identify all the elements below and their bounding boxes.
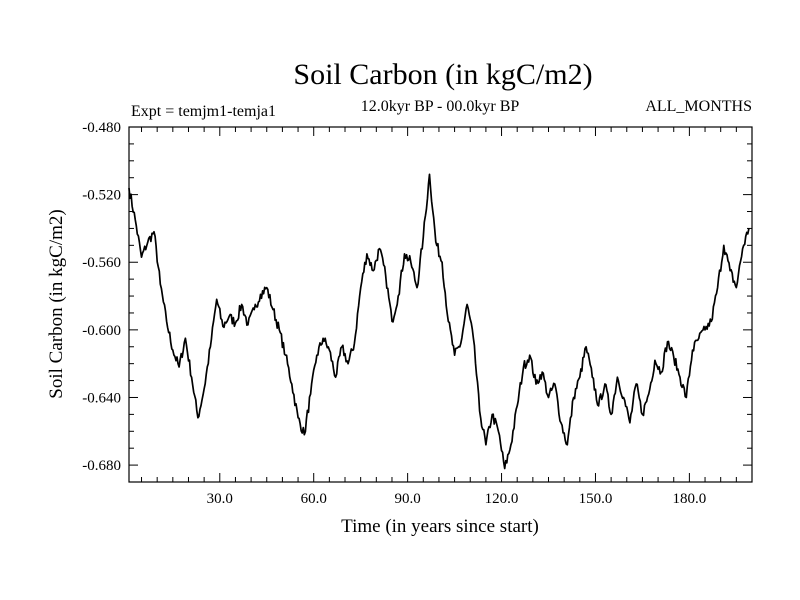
- y-tick-label: -0.680: [82, 458, 121, 474]
- plot-frame: [128, 126, 753, 483]
- x-tick-label: 150.0: [579, 491, 613, 507]
- x-tick-label: 30.0: [207, 491, 233, 507]
- chart-title: Soil Carbon (in kgC/m2): [293, 58, 592, 91]
- ticks-layer: [129, 126, 752, 483]
- x-tick-labels: 30.0 60.0 90.0 120.0 150.0 180.0: [207, 491, 707, 507]
- subtitle-right: ALL_MONTHS: [645, 98, 752, 115]
- y-tick-label: -0.480: [82, 120, 121, 136]
- x-tick-label: 60.0: [301, 491, 327, 507]
- y-tick-label: -0.520: [82, 188, 121, 204]
- y-tick-label: -0.600: [82, 323, 121, 339]
- series-line-soil-carbon: [128, 173, 750, 470]
- y-tick-labels: -0.480 -0.520 -0.560 -0.600 -0.640 -0.680: [82, 120, 121, 474]
- subtitle-center: 12.0kyr BP - 00.0kyr BP: [361, 98, 520, 115]
- x-axis-label: Time (in years since start): [341, 516, 539, 537]
- y-axis-label: Soil Carbon (in kgC/m2): [46, 209, 67, 398]
- plot-area: [128, 126, 753, 483]
- x-tick-label: 180.0: [673, 491, 707, 507]
- y-tick-label: -0.640: [82, 390, 121, 406]
- subtitle-left: Expt = temjm1-temja1: [131, 103, 276, 120]
- x-tick-label: 90.0: [395, 491, 421, 507]
- y-tick-label: -0.560: [82, 255, 121, 271]
- x-tick-label: 120.0: [485, 491, 519, 507]
